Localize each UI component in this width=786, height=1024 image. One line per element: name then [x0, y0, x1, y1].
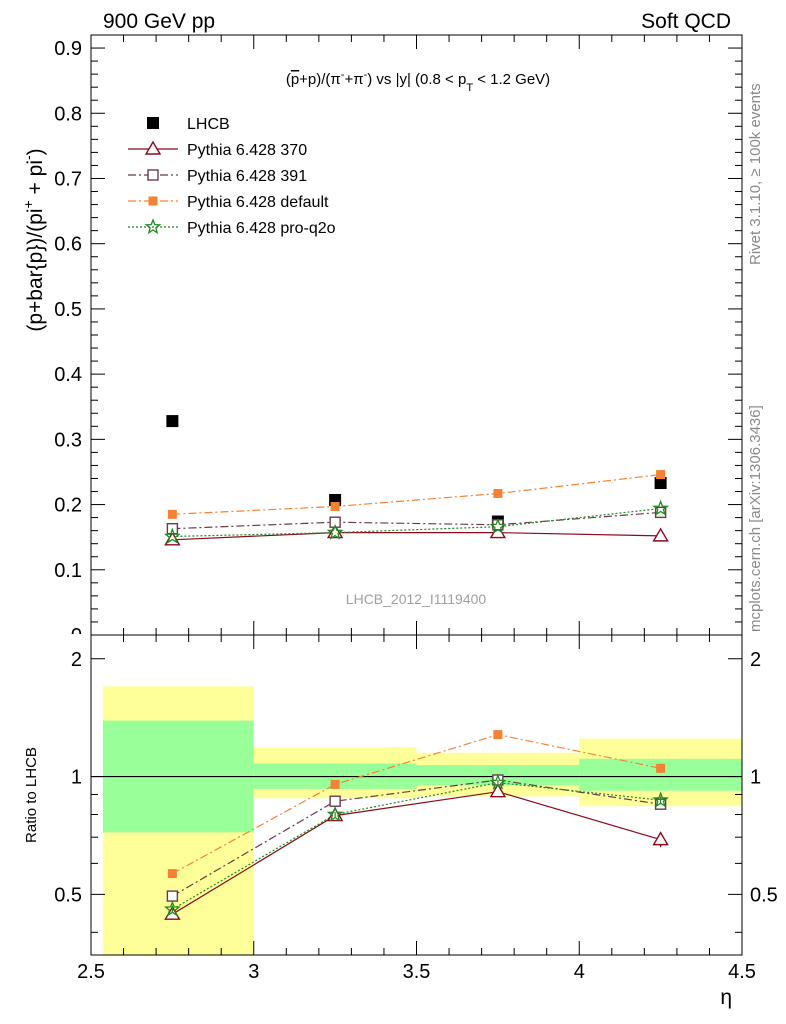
y-tick-label: 0.4 [54, 364, 82, 386]
y-tick-label: 0.9 [54, 38, 82, 60]
ratio-pythia-6-428-370-point [652, 831, 669, 846]
main-y-axis: 0.1 0.2 0.3 0.4 0.5 0.6 0.7 0.8 0.9 0 [54, 34, 743, 647]
y-tick-label: 0.5 [54, 299, 82, 321]
y-tick-label-zero: 0 [71, 625, 82, 647]
legend-pythia-6-428-default-marker [148, 196, 158, 206]
ratio-y-tick-label: 2 [71, 649, 82, 671]
mcplots-label: mcplots.cern.ch [arXiv:1306.3436] [747, 405, 764, 632]
main-series-lines [172, 474, 661, 541]
ratio-uncertainty-bands [103, 686, 742, 955]
ratio-series-points [163, 730, 669, 920]
ratio-series-lines [172, 733, 661, 915]
ratio-axes: 0.5 0.5 1 1 2 2 2.5 3 3.5 4 4.5 [54, 635, 778, 983]
pythia-6-428-370-line [172, 531, 661, 541]
ratio-pythia-6-428-pro-q2o-point [163, 900, 181, 917]
y-tick-label: 0.8 [54, 103, 82, 125]
pythia-6-428-default-line [172, 474, 661, 515]
lhcb-point [166, 415, 179, 428]
legend-pythia-6-428-pro-q2o-label: Pythia 6.428 pro-q2o [187, 220, 336, 237]
legend-lhcb-label: LHCB [187, 116, 230, 133]
pythia-6-428-default-point [330, 502, 340, 512]
x-tick-label: 3 [248, 961, 259, 983]
ratio-pythia-6-428-pro-q2o-line [172, 781, 661, 910]
ratio-y-tick-label: 0.5 [54, 884, 82, 906]
ratio-pythia-6-428-391-line [172, 779, 661, 897]
pythia-6-428-pro-q2o-point [326, 523, 344, 540]
legend-pythia-6-428-default-label: Pythia 6.428 default [187, 194, 329, 211]
ratio-y-axis-label: Ratio to LHCB [23, 747, 40, 843]
ratio-pythia-6-428-pro-q2o-point [489, 773, 507, 790]
y-tick-label: 0.1 [54, 560, 82, 582]
legend-pythia-6-428-370-label: Pythia 6.428 370 [187, 142, 307, 159]
ratio-pythia-6-428-391-point [329, 795, 341, 807]
ratio-pythia-6-428-default-line [172, 733, 661, 875]
y-tick-label: 0.6 [54, 234, 82, 256]
pythia-6-428-pro-q2o-point [489, 517, 507, 534]
ratio-pythia-6-428-pro-q2o-point [652, 791, 669, 808]
x-tick-label: 3.5 [403, 961, 431, 983]
legend-pythia-6-428-370-marker [144, 140, 162, 155]
main-y-axis-label: (p+bar{p})/(pi+ + pi-) [20, 148, 47, 331]
ratio-pythia-6-428-370-line [172, 791, 661, 915]
ratio-y-tick-label: 1 [71, 767, 82, 789]
pythia-6-428-391-point [654, 506, 667, 519]
pythia-6-428-pro-q2o-line [172, 507, 661, 538]
x-axis-label: η [720, 986, 732, 1009]
ratio-pythia-6-428-pro-q2o-point [326, 805, 344, 822]
legend-pythia-6-428-391-label: Pythia 6.428 391 [187, 168, 307, 185]
analysis-watermark: LHCB_2012_I1119400 [346, 591, 487, 607]
header-right-label: Soft QCD [641, 10, 731, 33]
ratio-pythia-6-428-default-point [656, 763, 666, 773]
y-tick-label: 0.3 [54, 429, 82, 451]
ratio-pythia-6-428-default-point [493, 730, 503, 740]
lhcb-point [654, 477, 667, 490]
pythia-6-428-default-point [167, 509, 177, 519]
legend-pythia-6-428-391-marker [147, 169, 159, 181]
chart-title: (p+p)/(π-+π-) vs |y| (0.8 < pT < 1.2 GeV… [286, 69, 550, 94]
x-tick-label: 2.5 [77, 961, 105, 983]
pythia-6-428-default-point [493, 488, 503, 498]
x-tick-label: 4 [574, 961, 585, 983]
ratio-y-tick-label-right: 1 [750, 767, 761, 789]
x-tick-label: 4.5 [728, 961, 756, 983]
y-tick-label: 0.2 [54, 495, 82, 517]
ratio-y-tick-label-right: 2 [750, 649, 761, 671]
header-left-label: 900 GeV pp [103, 10, 215, 33]
ratio-pythia-6-428-370-point [489, 783, 507, 798]
ratio-pythia-6-428-391-point [166, 890, 179, 902]
ratio-y-tick-label-right: 0.5 [750, 884, 778, 906]
ratio-pythia-6-428-default-point [167, 869, 177, 879]
pythia-6-428-391-line [172, 511, 661, 530]
rivet-version-label: Rivet 3.1.10, ≥ 100k events [747, 83, 764, 265]
ratio-pythia-6-428-default-point [330, 779, 340, 789]
legend-pythia-6-428-pro-q2o-marker [144, 218, 162, 235]
main-series-points [163, 415, 670, 546]
pythia-6-428-370-point [652, 527, 669, 542]
pythia-6-428-pro-q2o-point [652, 499, 670, 516]
pythia-6-428-pro-q2o-point [163, 527, 181, 544]
y-tick-label: 0.7 [54, 168, 82, 190]
legend-lhcb-marker [147, 117, 159, 129]
legend: LHCB Pythia 6.428 370 Pythia 6.428 391 Pyth… [128, 116, 336, 237]
pythia-6-428-default-point [656, 470, 666, 480]
